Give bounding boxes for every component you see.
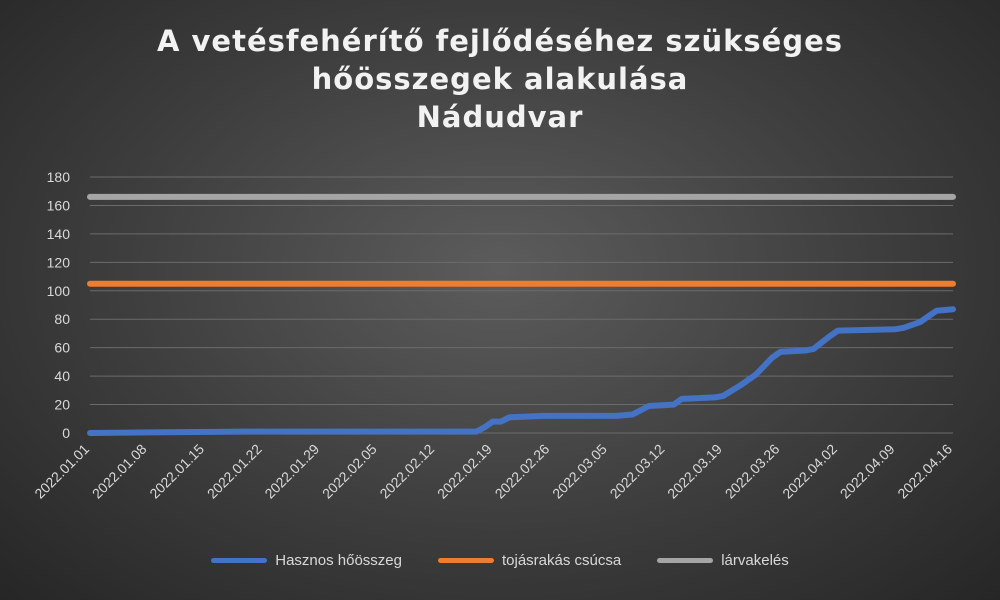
y-tick-label: 0 <box>62 425 70 441</box>
x-tick-label: 2022.03.19 <box>664 441 725 502</box>
x-axis-tick-labels: 2022.01.012022.01.082022.01.152022.01.22… <box>31 441 955 502</box>
y-tick-label: 180 <box>47 169 71 185</box>
x-tick-label: 2022.02.05 <box>319 441 380 502</box>
legend-item-larvakeles[interactable]: lárvakelés <box>657 552 789 569</box>
y-tick-label: 20 <box>54 397 70 413</box>
legend: Hasznos hőösszeg tojásrakás csúcsa lárva… <box>0 552 1000 569</box>
x-tick-label: 2022.01.08 <box>89 441 150 502</box>
x-tick-label: 2022.03.26 <box>722 441 783 502</box>
y-tick-label: 120 <box>47 254 71 270</box>
chart-title: A vetésfehérítő fejlődéséhez szükséges h… <box>0 22 1000 136</box>
x-tick-label: 2022.03.05 <box>549 441 610 502</box>
x-tick-label: 2022.02.26 <box>492 441 553 502</box>
y-tick-label: 140 <box>47 226 71 242</box>
legend-item-tojasrakas-csucsa[interactable]: tojásrakás csúcsa <box>438 552 621 569</box>
x-tick-label: 2022.02.12 <box>376 441 437 502</box>
y-tick-label: 40 <box>54 368 70 384</box>
y-tick-label: 60 <box>54 340 70 356</box>
legend-label: tojásrakás csúcsa <box>502 552 622 569</box>
x-tick-label: 2022.04.09 <box>837 441 898 502</box>
gridlines <box>90 176 953 434</box>
x-tick-label: 2022.04.02 <box>779 441 840 502</box>
x-tick-label: 2022.04.16 <box>894 441 955 502</box>
x-tick-label: 2022.01.01 <box>31 441 92 502</box>
y-axis-tick-labels: 0 20 40 60 80 100 120 140 160 180 <box>47 169 71 441</box>
chart-title-line-3: Nádudvar <box>416 100 584 134</box>
legend-label: lárvakelés <box>721 552 789 569</box>
x-tick-label: 2022.01.29 <box>261 441 322 502</box>
legend-swatch-orange <box>438 558 494 563</box>
chart-title-line-1: A vetésfehérítő fejlődéséhez szükséges <box>156 24 844 58</box>
x-tick-label: 2022.02.19 <box>434 441 495 502</box>
y-tick-label: 100 <box>47 283 71 299</box>
legend-swatch-blue <box>211 558 268 563</box>
legend-label: Hasznos hőösszeg <box>275 552 402 569</box>
chart-title-line-2: hőösszegek alakulása <box>311 62 689 96</box>
series-line-0 <box>87 306 956 436</box>
x-tick-label: 2022.01.22 <box>204 441 265 502</box>
x-tick-label: 2022.03.12 <box>607 441 668 502</box>
y-tick-label: 160 <box>47 197 71 213</box>
y-tick-label: 80 <box>54 311 70 327</box>
series-lines <box>87 193 956 436</box>
legend-item-hasznos-hoosszeg[interactable]: Hasznos hőösszeg <box>211 552 402 569</box>
legend-swatch-gray <box>657 558 714 563</box>
x-tick-label: 2022.01.15 <box>146 441 207 502</box>
